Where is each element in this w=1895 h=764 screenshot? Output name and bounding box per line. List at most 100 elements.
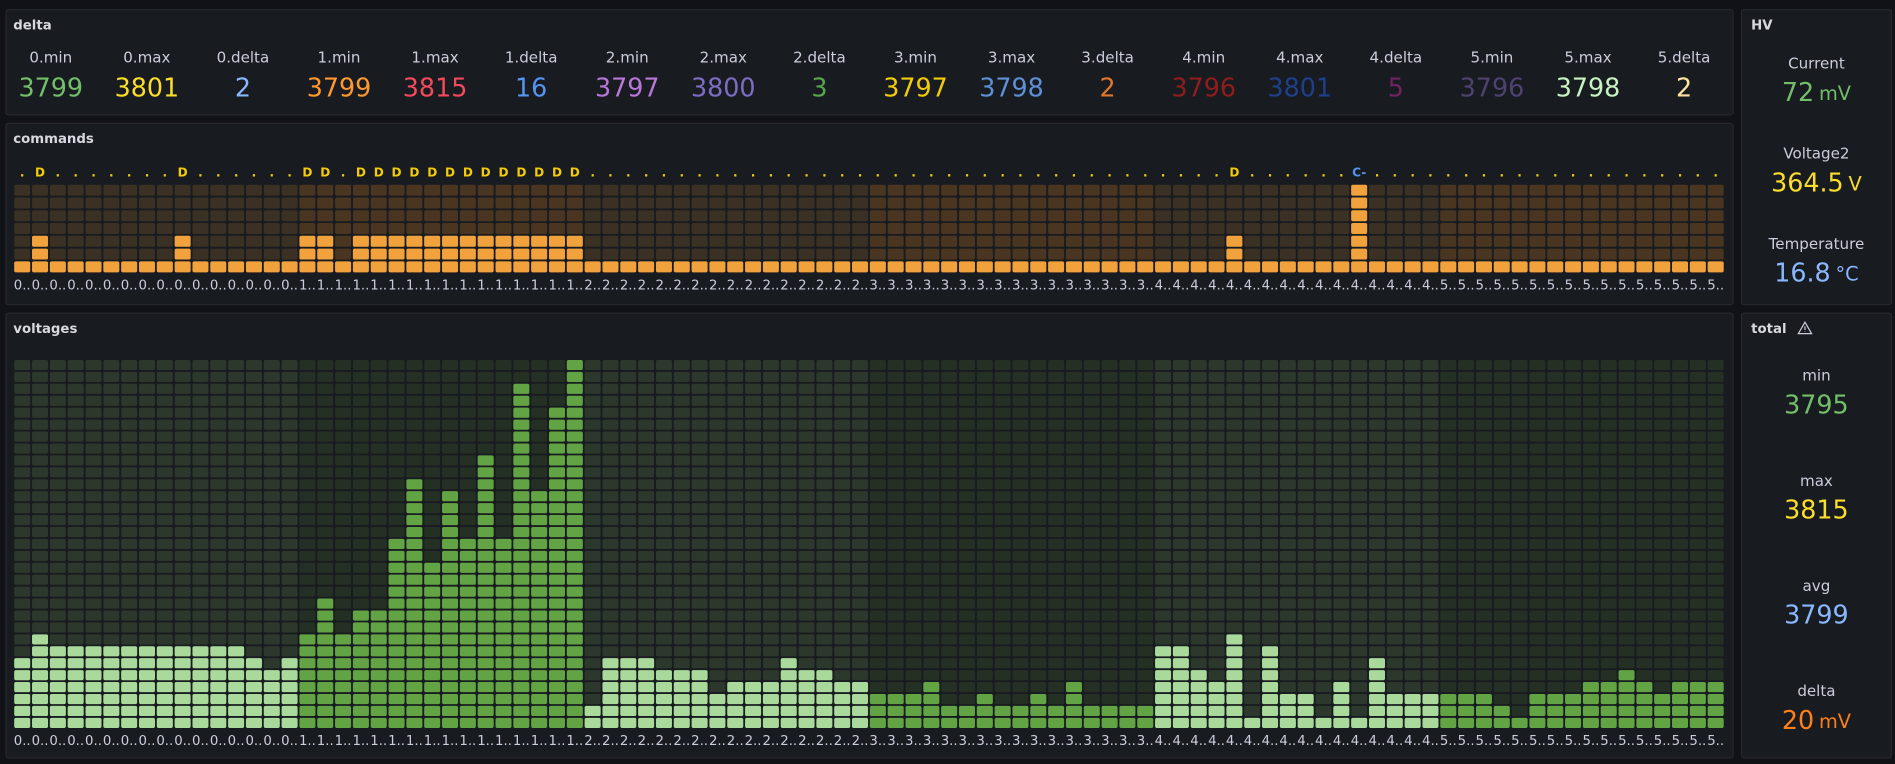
lit-cell — [548, 646, 565, 657]
empty-cell — [1618, 503, 1635, 514]
empty-cell — [1101, 443, 1118, 454]
empty-cell — [709, 431, 726, 442]
empty-cell — [442, 431, 459, 442]
empty-cell — [976, 467, 993, 478]
empty-cell — [317, 371, 334, 382]
empty-cell — [1582, 248, 1599, 260]
empty-cell — [1226, 574, 1243, 585]
empty-cell — [1707, 248, 1724, 260]
bar — [1262, 646, 1279, 728]
empty-cell — [477, 197, 494, 209]
lit-cell — [513, 431, 530, 442]
empty-cell — [958, 682, 975, 693]
empty-cell — [958, 479, 975, 490]
empty-cell — [673, 526, 690, 538]
empty-cell — [887, 515, 904, 526]
empty-cell — [1565, 622, 1582, 633]
empty-cell — [1244, 610, 1261, 621]
empty-cell — [67, 562, 84, 573]
empty-cell — [638, 431, 655, 442]
lit-cell — [335, 634, 352, 645]
empty-cell — [780, 515, 797, 526]
empty-cell — [317, 443, 334, 454]
lit-cell — [1458, 717, 1475, 728]
lit-cell — [584, 705, 601, 717]
lit-cell — [1226, 235, 1243, 247]
bar — [1244, 717, 1261, 728]
empty-cell — [121, 574, 138, 585]
empty-cell — [1172, 503, 1189, 514]
empty-cell — [1155, 210, 1172, 222]
empty-cell — [727, 248, 744, 260]
empty-cell — [1404, 371, 1421, 382]
empty-cell — [905, 658, 922, 669]
empty-cell — [1333, 646, 1350, 657]
empty-cell — [245, 407, 262, 418]
empty-cell — [406, 431, 423, 442]
empty-cell — [1279, 479, 1296, 490]
empty-cell — [958, 538, 975, 550]
empty-cell — [1422, 658, 1439, 669]
empty-cell — [620, 550, 637, 561]
empty-cell — [1155, 455, 1172, 466]
empty-cell — [780, 646, 797, 657]
empty-cell — [798, 184, 815, 196]
lit-cell — [923, 682, 940, 693]
empty-cell — [1333, 248, 1350, 260]
empty-cell — [299, 562, 316, 573]
lit-cell — [495, 248, 512, 260]
empty-cell — [1208, 574, 1225, 585]
empty-cell — [852, 598, 869, 609]
empty-cell — [121, 419, 138, 430]
warning-icon[interactable] — [1797, 320, 1813, 335]
empty-cell — [1279, 248, 1296, 260]
empty-cell — [14, 550, 31, 561]
empty-cell — [1012, 235, 1029, 247]
empty-cell — [1119, 622, 1136, 633]
lit-cell — [1155, 693, 1172, 705]
bar — [976, 261, 993, 273]
empty-cell — [673, 431, 690, 442]
empty-cell — [495, 526, 512, 538]
empty-cell — [1440, 223, 1457, 234]
empty-cell — [655, 491, 672, 502]
empty-cell — [1529, 371, 1546, 382]
x-tick-label: 2.. — [727, 734, 744, 749]
empty-cell — [1565, 491, 1582, 502]
empty-cell — [1440, 248, 1457, 260]
lit-cell — [317, 610, 334, 621]
empty-cell — [67, 515, 84, 526]
empty-cell — [1636, 503, 1653, 514]
empty-cell — [263, 479, 280, 490]
empty-cell — [709, 658, 726, 669]
empty-cell — [32, 622, 49, 633]
value-label: . — [234, 165, 239, 179]
x-tick-label: 0.. — [103, 734, 120, 749]
lit-cell — [602, 682, 619, 693]
lit-cell — [442, 562, 459, 573]
lit-cell — [566, 467, 583, 478]
empty-cell — [709, 598, 726, 609]
lit-cell — [1600, 705, 1617, 717]
empty-cell — [49, 383, 66, 394]
empty-cell — [67, 634, 84, 645]
lit-cell — [994, 705, 1011, 717]
empty-cell — [994, 693, 1011, 705]
empty-cell — [1012, 443, 1029, 454]
lit-cell — [388, 646, 405, 657]
empty-cell — [762, 503, 779, 514]
empty-cell — [67, 586, 84, 597]
empty-cell — [1065, 670, 1082, 681]
empty-cell — [852, 467, 869, 478]
empty-cell — [1065, 184, 1082, 196]
lit-cell — [691, 705, 708, 717]
empty-cell — [584, 431, 601, 442]
empty-cell — [1404, 443, 1421, 454]
value-label: . — [608, 165, 613, 179]
empty-cell — [976, 526, 993, 538]
value-label: . — [287, 165, 292, 179]
lit-cell — [388, 610, 405, 621]
lit-cell — [531, 248, 548, 260]
lit-cell — [32, 235, 49, 247]
lit-cell — [566, 419, 583, 430]
